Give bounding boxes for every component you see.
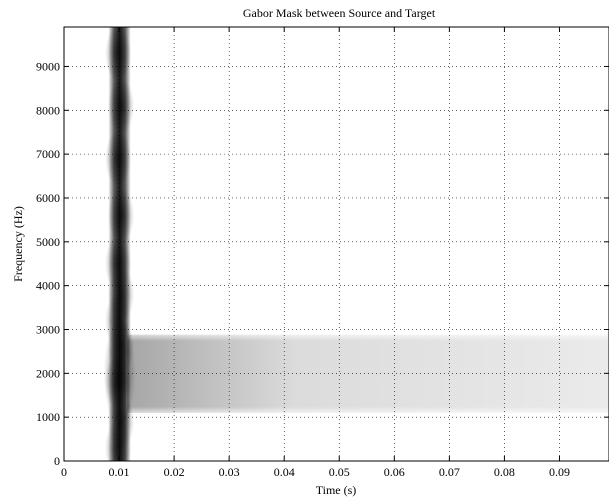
- y-tick-label: 0: [54, 454, 60, 468]
- y-tick-label: 7000: [36, 147, 60, 161]
- heatmap-horizontal-band-edge: [127, 334, 609, 413]
- plot-area: [64, 27, 609, 461]
- y-tick-label: 8000: [36, 103, 60, 117]
- x-tick-label: 0.04: [274, 465, 295, 479]
- heatmap-junction: [103, 318, 136, 429]
- x-tick-label: 0.07: [439, 465, 460, 479]
- x-tick-label: 0: [61, 465, 67, 479]
- heatmap-blob: [108, 77, 135, 134]
- y-axis-label: Frequency (Hz): [11, 206, 25, 282]
- x-tick-label: 0.06: [384, 465, 405, 479]
- y-tick-label: 3000: [36, 322, 60, 336]
- y-tick-label: 2000: [36, 366, 60, 380]
- x-tick-label: 0.01: [109, 465, 130, 479]
- x-axis-label: Time (s): [316, 483, 357, 497]
- grid-lines: [64, 27, 609, 461]
- y-axis-ticks: 0 1000 2000 3000 4000 5000 6000 7000 8000 9000: [36, 59, 609, 468]
- chart-title: Gabor Mask between Source and Target: [243, 6, 436, 20]
- x-tick-label: 0.02: [164, 465, 185, 479]
- y-tick-label: 9000: [36, 59, 60, 73]
- y-tick-label: 4000: [36, 279, 60, 293]
- y-tick-label: 5000: [36, 235, 60, 249]
- plot-frame: [63, 26, 609, 462]
- x-tick-label: 0.03: [219, 465, 240, 479]
- x-tick-label: 0.09: [549, 465, 570, 479]
- heatmap-blob: [105, 27, 132, 82]
- y-tick-label: 6000: [36, 191, 60, 205]
- heatmap-layer: [103, 27, 609, 461]
- heatmap-blob: [105, 130, 132, 187]
- x-tick-label: 0.05: [329, 465, 350, 479]
- y-tick-label: 1000: [36, 410, 60, 424]
- x-tick-label: 0.08: [494, 465, 515, 479]
- x-axis-ticks: 0 0.01 0.02 0.03 0.04 0.05 0.06 0.07 0.08 0.09: [61, 27, 570, 479]
- heatmap-blob: [108, 187, 135, 244]
- heatmap-blob: [105, 419, 132, 461]
